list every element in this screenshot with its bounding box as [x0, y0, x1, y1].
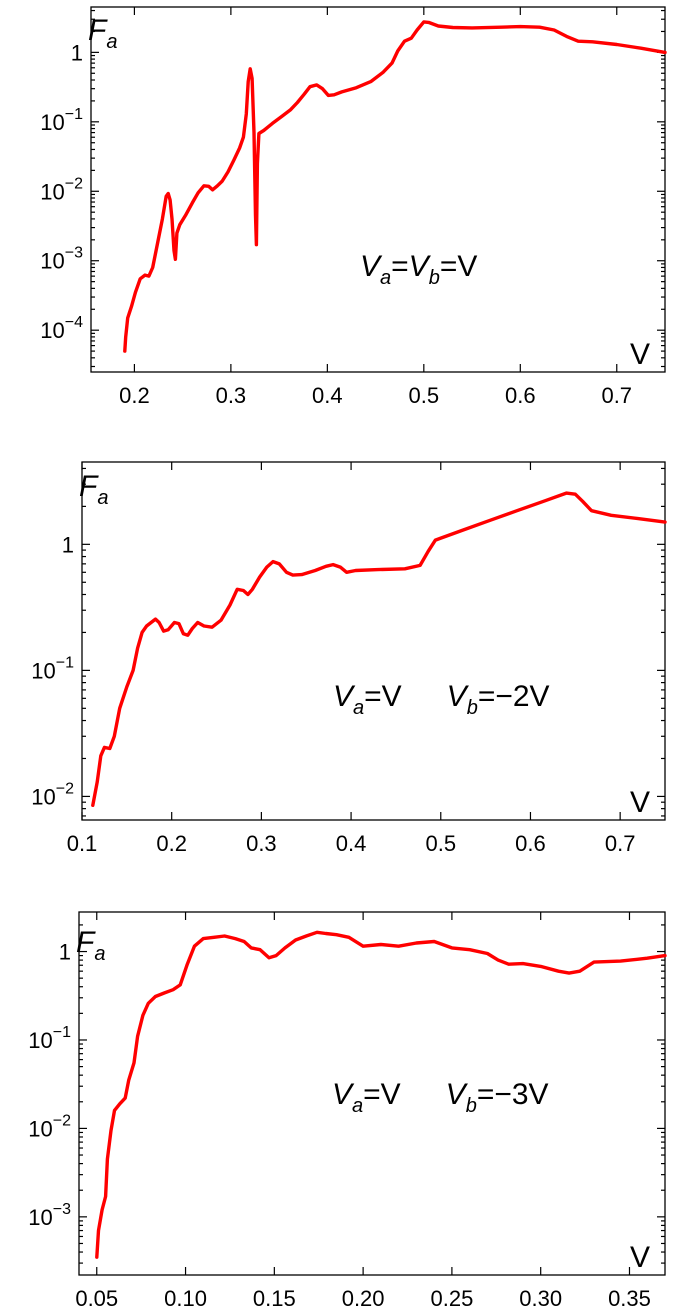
y-tick-label: 1 [62, 532, 74, 557]
x-axis-label: V [630, 1241, 650, 1274]
series-line [123, 20, 667, 353]
x-tick-label: 0.2 [156, 831, 187, 856]
x-tick-label: 0.6 [505, 383, 536, 408]
x-tick-label: 0.3 [216, 383, 247, 408]
annotation-label: Va=V Vb=−2V [333, 680, 550, 719]
chart-panel-3: 0.05 0.10 0.15 0.20 0.25 0.30 0.35 10−3 10−2 10−1… [28, 911, 667, 1311]
x-tick-label: 0.7 [605, 831, 636, 856]
y-axis-label: Fa [79, 470, 108, 509]
x-tick-label: 0.25 [430, 1286, 473, 1311]
x-tick-label: 0.15 [253, 1286, 296, 1311]
y-tick-label: 1 [59, 940, 71, 965]
chart-panel-1: 0.2 0.3 0.4 0.5 0.6 0.7 10−4 10−3 10−2 10−1 1Fa V Va… [40, 6, 667, 408]
plot-frame [90, 6, 666, 373]
y-axis-label: Fa [76, 926, 105, 965]
x-tick-label: 0.6 [515, 831, 546, 856]
x-tick-label: 0.2 [119, 383, 150, 408]
y-tick-label: 10−2 [28, 1112, 71, 1141]
x-tick-label: 0.7 [601, 383, 632, 408]
plot-frame [81, 461, 666, 821]
x-tick-label: 0.4 [336, 831, 367, 856]
y-axis-label: Fa [88, 14, 117, 53]
series-line [91, 491, 667, 807]
plot-frame [78, 911, 666, 1276]
x-tick-label: 0.35 [608, 1286, 651, 1311]
x-tick-label: 0.10 [164, 1286, 207, 1311]
y-tick-label: 10−3 [28, 1201, 71, 1230]
x-tick-label: 0.5 [409, 383, 440, 408]
x-tick-label: 0.30 [519, 1286, 562, 1311]
y-tick-label: 1 [71, 40, 83, 65]
x-tick-label: 0.4 [312, 383, 343, 408]
x-tick-label: 0.05 [75, 1286, 118, 1311]
x-axis-label: V [630, 786, 650, 819]
series-line [95, 930, 667, 1259]
y-tick-label: 10−2 [40, 175, 83, 204]
x-tick-label: 0.1 [67, 831, 98, 856]
y-tick-label: 10−1 [40, 106, 83, 135]
chart-panel-2: 0.1 0.2 0.3 0.4 0.5 0.6 0.7 10−2 10−1 1Fa V Va=V Vb… [31, 461, 667, 856]
y-tick-label: 10−1 [31, 654, 74, 683]
x-axis-label: V [630, 338, 650, 371]
y-tick-label: 10−4 [40, 314, 83, 343]
y-tick-label: 10−2 [31, 780, 74, 809]
y-tick-label: 10−1 [28, 1024, 71, 1053]
y-tick-label: 10−3 [40, 245, 83, 274]
annotation-label: Va=Vb=V [360, 250, 477, 289]
x-tick-label: 0.3 [246, 831, 277, 856]
x-tick-label: 0.20 [342, 1286, 385, 1311]
x-tick-label: 0.5 [425, 831, 456, 856]
annotation-label: Va=V Vb=−3V [332, 1078, 549, 1117]
